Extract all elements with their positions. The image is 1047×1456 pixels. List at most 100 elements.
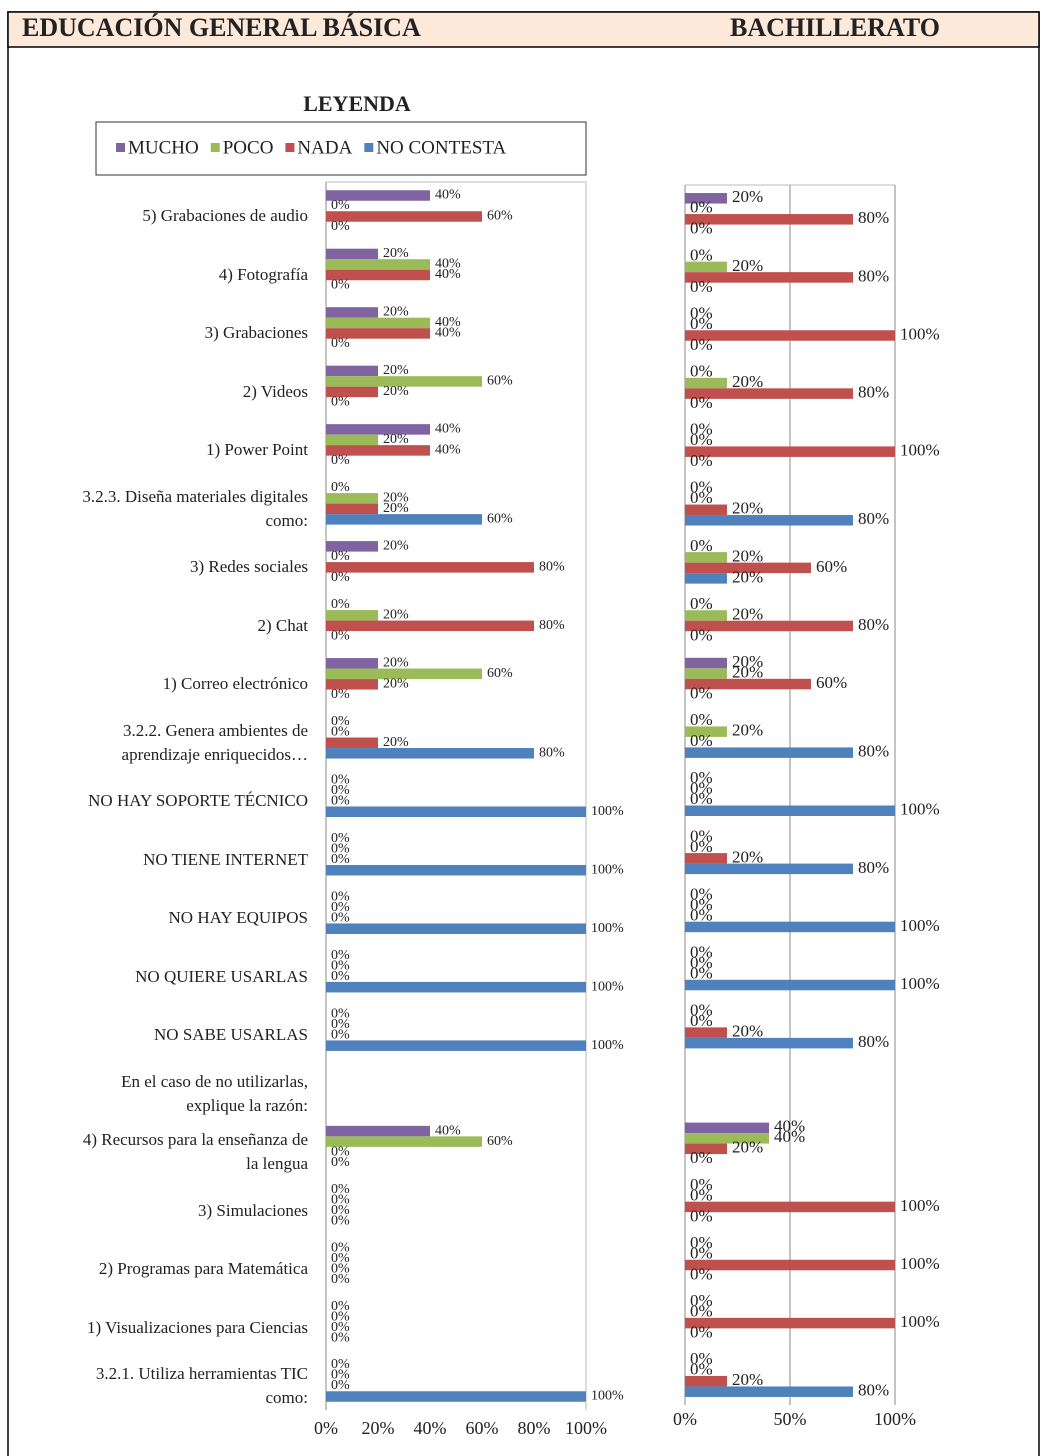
- bar: [685, 573, 727, 584]
- category-label: 4) Fotografía: [218, 264, 308, 284]
- data-label: 40%: [774, 1127, 805, 1146]
- data-label: 0%: [331, 219, 350, 234]
- data-label: 0%: [690, 1243, 713, 1262]
- bar: [685, 1027, 727, 1038]
- data-label: 100%: [900, 800, 940, 819]
- data-label: 40%: [435, 315, 461, 330]
- data-label: 20%: [383, 305, 409, 320]
- data-label: 20%: [732, 187, 763, 206]
- bar: [326, 317, 430, 329]
- bar: [326, 424, 430, 435]
- bar: [326, 562, 534, 573]
- data-label: 80%: [539, 618, 565, 633]
- bar: [326, 328, 430, 339]
- category-label: NO SABE USARLAS: [154, 1025, 308, 1045]
- data-label: 0%: [690, 335, 713, 354]
- category-label: 4) Recursos para la enseñanza de la leng…: [82, 1130, 308, 1174]
- data-label: 20%: [383, 491, 409, 506]
- data-label: 80%: [858, 742, 889, 761]
- data-label: 100%: [591, 921, 624, 936]
- data-label: 20%: [383, 246, 409, 261]
- data-label: 20%: [732, 499, 763, 518]
- data-label: 20%: [383, 432, 409, 447]
- legend-label: NO CONTESTA: [376, 137, 506, 158]
- data-label: 0%: [690, 420, 713, 439]
- category-label: 2) Programas para Matemática: [98, 1259, 308, 1279]
- data-label: 0%: [331, 597, 350, 612]
- data-label: 0%: [690, 594, 713, 613]
- bar: [685, 979, 895, 991]
- data-label: 0%: [690, 953, 713, 972]
- data-label: 20%: [732, 847, 763, 866]
- legend-swatch: [210, 143, 220, 152]
- data-label: 20%: [383, 384, 409, 399]
- data-label: 100%: [900, 1196, 940, 1215]
- data-label: 0%: [331, 1027, 350, 1042]
- bar: [685, 678, 811, 690]
- bar: [685, 504, 727, 516]
- data-label: 20%: [732, 652, 763, 671]
- data-label: 0%: [690, 837, 713, 856]
- bar: [685, 214, 853, 225]
- data-label: 0%: [331, 910, 350, 925]
- data-label: 0%: [331, 1357, 350, 1372]
- data-label: 20%: [732, 372, 763, 391]
- header-left: EDUCACIÓN GENERAL BÁSICA: [22, 13, 421, 42]
- data-label: 0%: [690, 779, 713, 798]
- data-label: 20%: [383, 608, 409, 623]
- data-label: 0%: [331, 831, 350, 846]
- bar: [326, 981, 586, 993]
- header-right: BACHILLERATO: [730, 13, 940, 42]
- bar: [326, 1136, 482, 1147]
- data-label: 0%: [690, 1291, 713, 1310]
- x-tick-label: 20%: [362, 1418, 395, 1438]
- category-label: 5) Grabaciones de audio: [142, 206, 308, 226]
- data-label: 0%: [690, 277, 713, 296]
- bar: [326, 679, 378, 690]
- data-label: 0%: [331, 889, 350, 904]
- bar: [326, 269, 430, 281]
- bar: [685, 1143, 727, 1155]
- bar: [326, 445, 430, 456]
- data-label: 80%: [858, 208, 889, 227]
- category-label: NO QUIERE USARLAS: [135, 966, 308, 986]
- bar: [326, 923, 586, 934]
- category-label: 1) Correo electrónico: [162, 674, 308, 694]
- data-label: 0%: [690, 625, 713, 644]
- bar: [685, 1037, 853, 1049]
- bar: [326, 259, 430, 270]
- category-label: 3) Redes sociales: [189, 557, 308, 577]
- data-label: 100%: [591, 979, 624, 994]
- data-label: 40%: [435, 326, 461, 341]
- data-label: 0%: [690, 1001, 713, 1020]
- data-label: 0%: [331, 1330, 350, 1345]
- bar: [326, 376, 482, 387]
- data-label: 100%: [900, 441, 940, 460]
- data-label: 0%: [690, 905, 713, 924]
- data-label: 20%: [383, 656, 409, 671]
- data-label: 0%: [690, 393, 713, 412]
- category-label: 1) Power Point: [206, 440, 308, 460]
- data-label: 20%: [383, 363, 409, 378]
- x-tick-label: 100%: [565, 1418, 607, 1438]
- data-label: 20%: [732, 546, 763, 565]
- bar: [685, 668, 727, 679]
- data-label: 0%: [690, 826, 713, 845]
- bar: [685, 193, 727, 204]
- data-label: 20%: [383, 539, 409, 554]
- bar: [685, 446, 895, 457]
- data-label: 0%: [690, 1349, 713, 1368]
- bar: [326, 610, 378, 621]
- legend-swatch: [364, 143, 374, 152]
- data-label: 80%: [858, 1381, 889, 1400]
- data-label: 0%: [331, 1240, 350, 1255]
- data-label: 80%: [858, 1032, 889, 1051]
- data-label: 0%: [331, 1155, 350, 1170]
- bar: [326, 806, 586, 817]
- bar: [685, 388, 853, 399]
- bar: [326, 190, 430, 201]
- data-label: 20%: [383, 501, 409, 516]
- data-label: 0%: [690, 536, 713, 555]
- bar: [326, 493, 378, 504]
